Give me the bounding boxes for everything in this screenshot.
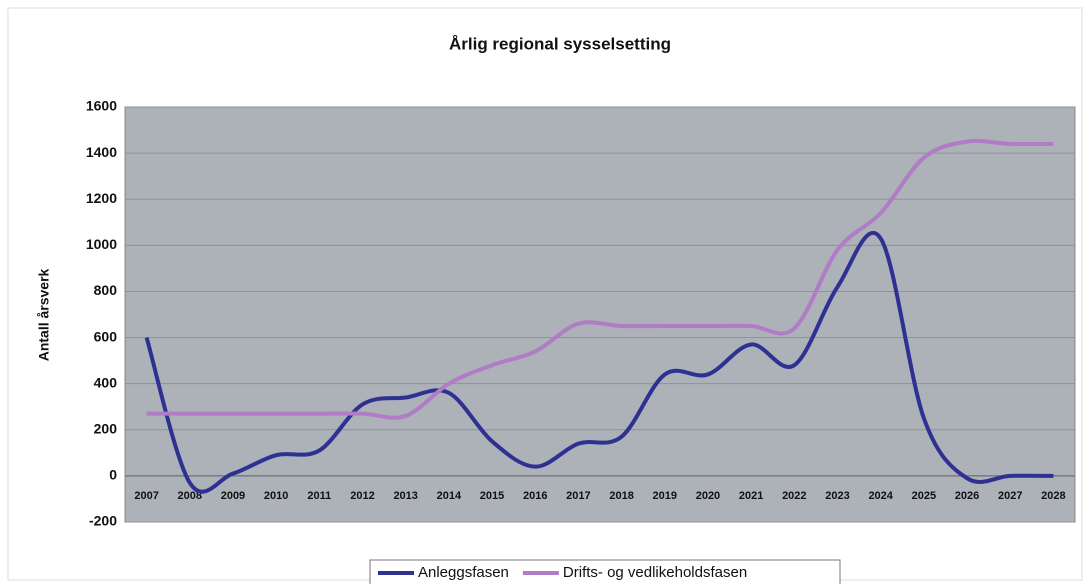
y-axis-label: Antall årsverk bbox=[36, 268, 52, 361]
x-tick-label: 2021 bbox=[739, 490, 763, 502]
line-series bbox=[146, 138, 1054, 420]
y-tick-label: 0 bbox=[109, 467, 117, 483]
x-tick-label: 2008 bbox=[178, 490, 202, 502]
chart-title: Årlig regional sysselsetting bbox=[449, 34, 671, 53]
y-tick-label: -200 bbox=[89, 513, 117, 529]
x-tick-label: 2015 bbox=[480, 490, 504, 502]
y-tick-label: 200 bbox=[94, 420, 118, 436]
x-tick-label: 2026 bbox=[955, 490, 979, 502]
legend-box bbox=[369, 559, 841, 584]
x-tick-label: 2023 bbox=[825, 490, 849, 502]
legend-label: Drifts- og vedlikeholdsfasen bbox=[563, 564, 747, 581]
x-tick-label: 2016 bbox=[523, 490, 547, 502]
y-tick-label: 400 bbox=[94, 374, 118, 390]
y-tick-label: 1000 bbox=[86, 236, 117, 252]
x-tick-label: 2009 bbox=[221, 490, 245, 502]
x-tick-label: 2024 bbox=[868, 490, 893, 502]
x-tick-label: 2013 bbox=[393, 490, 417, 502]
line-series bbox=[144, 230, 1054, 494]
x-tick-label: 2018 bbox=[609, 490, 633, 502]
y-tick-label: 1200 bbox=[86, 190, 117, 206]
y-tick-label: 1400 bbox=[86, 144, 117, 160]
x-tick-label: 2028 bbox=[1041, 490, 1065, 502]
x-tick-label: 2014 bbox=[437, 490, 462, 502]
x-tick-label: 2022 bbox=[782, 490, 806, 502]
y-tick-label: 1600 bbox=[86, 98, 117, 114]
y-tick-label: 600 bbox=[94, 328, 118, 344]
x-tick-label: 2017 bbox=[566, 490, 590, 502]
x-tick-label: 2020 bbox=[696, 490, 720, 502]
x-tick-label: 2010 bbox=[264, 490, 288, 502]
x-tick-label: 2012 bbox=[350, 490, 374, 502]
x-tick-label: 2019 bbox=[653, 490, 677, 502]
x-tick-label: 2007 bbox=[134, 490, 158, 502]
x-tick-label: 2011 bbox=[307, 490, 331, 502]
y-tick-label: 800 bbox=[94, 282, 118, 298]
legend-label: Anleggsfasen bbox=[418, 564, 509, 581]
x-tick-label: 2025 bbox=[912, 490, 936, 502]
x-tick-label: 2027 bbox=[998, 490, 1022, 502]
